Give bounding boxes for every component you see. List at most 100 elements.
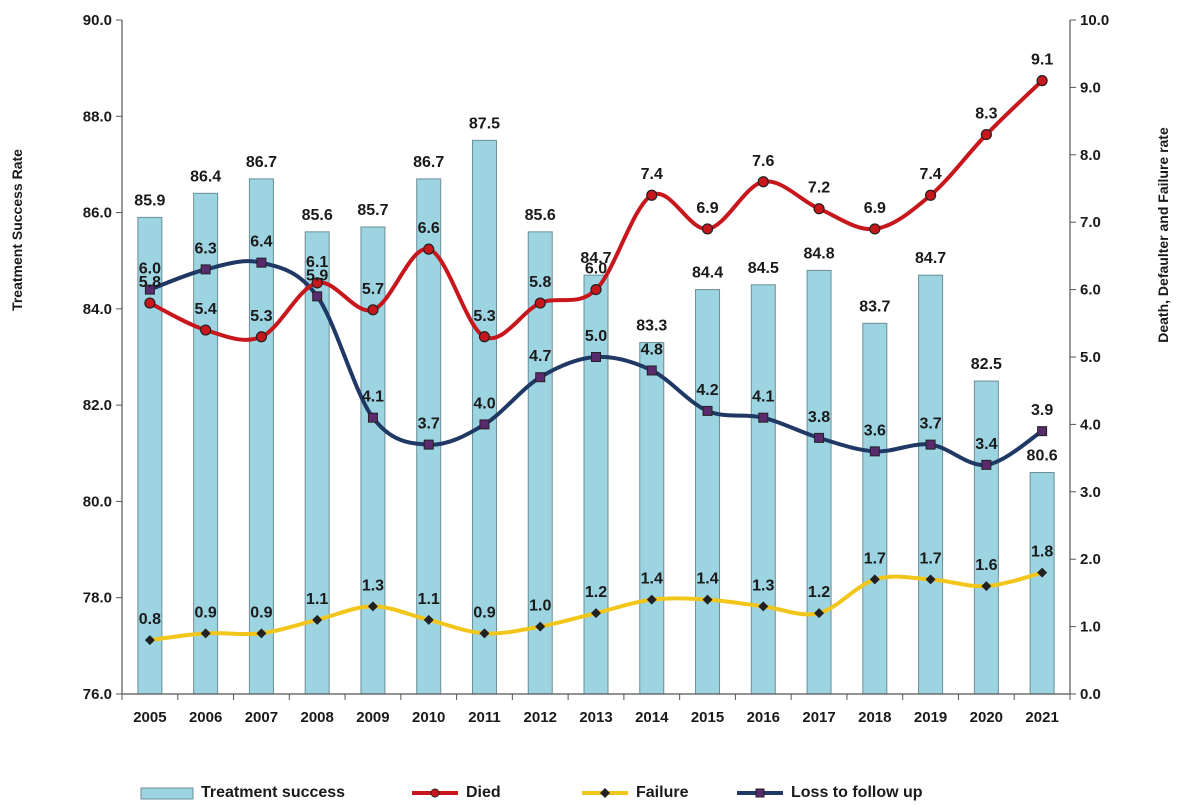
legend-label: Loss to follow up [791,784,923,801]
line-value-label: 1.8 [1031,544,1053,561]
failure-point [925,574,936,585]
bar-value-label: 86.7 [413,154,444,171]
loss-point [367,412,378,423]
x-tick-label: 2016 [747,709,780,726]
x-tick-label: 2014 [635,709,669,726]
bar-value-label: 84.8 [803,245,834,262]
failure-point [702,594,713,605]
bar-value-label: 82.5 [971,356,1002,373]
died-point [869,223,881,235]
line-value-label: 6.3 [195,240,217,257]
x-tick-label: 2009 [356,709,389,726]
line-value-label: 6.9 [696,200,718,217]
line-value-label: 1.6 [975,557,997,574]
x-tick-label: 2007 [245,709,278,726]
loss-point [256,257,267,268]
bar [137,216,163,695]
x-tick-label: 2008 [300,709,333,726]
line-value-label: 6.0 [139,261,161,278]
line-value-label: 7.4 [919,166,941,183]
bar-value-label: 86.4 [190,168,221,185]
line-value-label: 5.9 [306,267,328,284]
line-value-label: 3.9 [1031,402,1053,419]
loss-point [646,365,657,376]
bar-value-label: 85.9 [134,192,165,209]
bars-layer [137,139,1055,695]
bar-value-label: 84.7 [580,250,611,267]
line-value-label: 0.9 [250,604,272,621]
loss-point [479,419,490,430]
line-value-label: 1.2 [808,584,830,601]
line-value-label: 6.6 [418,220,440,237]
failure-point [256,628,267,639]
right-tick-label: 7.0 [1080,214,1101,231]
failure-point [646,594,657,605]
line-value-label: 1.3 [752,577,774,594]
x-tick-label: 2015 [691,709,724,726]
legend-item-loss-to-follow-up: Loss to follow up [735,782,923,804]
left-tick-label: 82.0 [83,397,112,414]
line-value-label: 1.2 [585,584,607,601]
died-point [255,331,268,343]
line-value-label: 1.1 [418,591,440,608]
bar-value-label: 86.7 [246,154,277,171]
series-line-loss-to-follow-up [149,259,1044,467]
x-tick-label: 2012 [524,709,557,726]
legend-swatch-died [412,788,458,798]
lines-layer [144,75,1048,646]
failure-point [312,614,323,625]
died-point [813,203,825,215]
legend: Treatment success Died Failure Loss to f… [140,782,1040,804]
right-tick-label: 8.0 [1080,147,1101,164]
loss-point [758,412,769,423]
bar [695,289,721,695]
bar-value-label: 84.5 [748,260,779,277]
died-point [646,189,658,201]
left-tick-label: 84.0 [83,301,112,318]
line-value-label: 4.8 [641,341,663,358]
left-tick-label: 80.0 [83,493,112,510]
line-value-label: 3.6 [864,422,886,439]
bar [806,269,832,695]
bar-value-label: 85.6 [302,207,333,224]
line-value-label: 1.4 [641,571,663,588]
x-tick-label: 2019 [914,709,947,726]
left-tick-label: 76.0 [83,686,112,703]
x-tick-label: 2005 [133,709,166,726]
line-value-label: 4.1 [752,389,774,406]
died-point [367,304,379,316]
legend-item-failure: Failure [580,782,688,804]
bar-value-label: 85.6 [525,207,556,224]
line-value-label: 4.7 [529,348,551,365]
line-value-label: 3.4 [975,436,997,453]
failure-point [758,601,769,612]
right-tick-label: 4.0 [1080,416,1101,433]
right-axis-title: Death, Defaulter and Failure rate [1155,127,1171,343]
line-value-label: 0.9 [195,604,217,621]
failure-point [1037,567,1048,578]
line-value-label: 6.1 [306,254,328,271]
line-value-label: 5.0 [585,328,607,345]
bar-value-label: 84.4 [692,265,723,282]
bar-value-label: 83.7 [859,298,890,315]
bar-value-label: 84.7 [915,250,946,267]
died-point [200,324,212,336]
line-value-label: 6.4 [250,234,272,251]
loss-point [535,372,546,383]
failure-point [981,581,992,592]
line-value-label: 3.7 [418,416,440,433]
legend-label: Died [466,784,501,801]
axes-layer: 76.0 78.0 80.0 82.0 84.0 86.0 88.0 90.0 0.0 1.0 2.… [83,12,1109,726]
line-value-label: 7.4 [641,166,663,183]
right-tick-label: 9.0 [1080,79,1101,96]
loss-point [814,432,825,443]
left-tick-label: 88.0 [83,108,112,125]
legend-label: Treatment success [201,784,346,801]
died-point [478,331,491,343]
line-value-label: 8.3 [975,106,997,123]
line-value-label: 4.1 [362,389,384,406]
died-point [144,297,156,309]
line-value-label: 1.0 [529,598,551,615]
line-value-label: 4.2 [696,382,718,399]
died-point [701,223,714,235]
